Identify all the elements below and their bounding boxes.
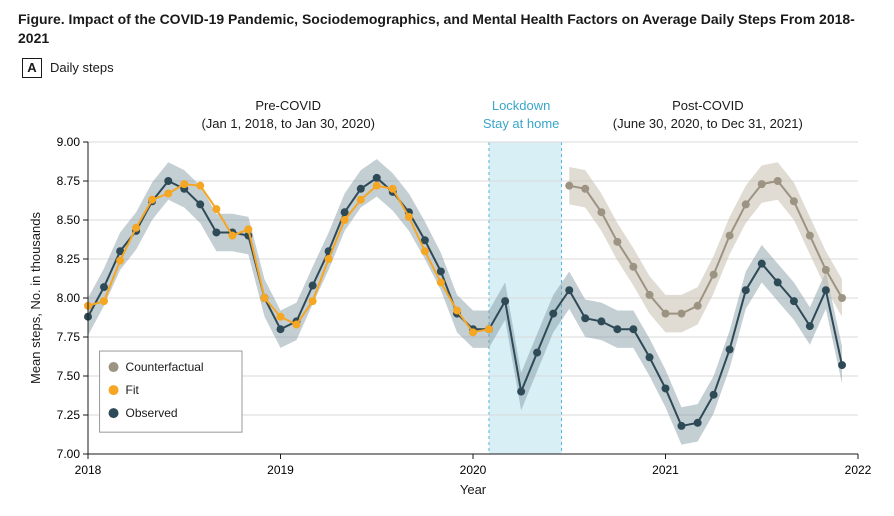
svg-text:7.75: 7.75 (57, 330, 81, 344)
svg-text:(Jan 1, 2018, to Jan 30, 2020): (Jan 1, 2018, to Jan 30, 2020) (201, 116, 374, 131)
panel-letter-box: A (22, 58, 42, 78)
svg-text:Year: Year (460, 482, 487, 497)
svg-text:8.50: 8.50 (57, 213, 81, 227)
panel-caption: Daily steps (50, 60, 114, 75)
svg-text:Pre-COVID: Pre-COVID (255, 98, 321, 113)
svg-text:2022: 2022 (845, 463, 872, 477)
svg-text:Fit: Fit (126, 383, 140, 397)
svg-text:Lockdown: Lockdown (492, 98, 551, 113)
svg-text:8.25: 8.25 (57, 252, 81, 266)
svg-text:8.00: 8.00 (57, 291, 81, 305)
svg-text:2019: 2019 (267, 463, 294, 477)
svg-text:8.75: 8.75 (57, 174, 81, 188)
svg-text:Stay at home: Stay at home (483, 116, 560, 131)
svg-text:Post-COVID: Post-COVID (672, 98, 744, 113)
svg-text:(June 30, 2020, to Dec 31, 202: (June 30, 2020, to Dec 31, 2021) (613, 116, 803, 131)
svg-text:Observed: Observed (126, 406, 178, 420)
svg-text:Counterfactual: Counterfactual (126, 360, 204, 374)
svg-text:Mean steps, No. in thousands: Mean steps, No. in thousands (28, 211, 43, 383)
svg-text:7.50: 7.50 (57, 369, 81, 383)
steps-chart: 7.00 7.25 7.50 7.75 8.00 8.25 8.50 8.75 9.00 2018… (18, 84, 876, 504)
svg-text:2021: 2021 (652, 463, 679, 477)
chart-svg: 7.00 7.25 7.50 7.75 8.00 8.25 8.50 8.75 9.00 2018… (18, 84, 876, 504)
svg-text:7.25: 7.25 (57, 408, 81, 422)
svg-text:2018: 2018 (75, 463, 102, 477)
panel-label: A Daily steps (22, 58, 876, 78)
svg-text:2020: 2020 (460, 463, 487, 477)
svg-text:9.00: 9.00 (57, 135, 81, 149)
figure-title: Figure. Impact of the COVID-19 Pandemic,… (18, 10, 876, 48)
svg-text:7.00: 7.00 (57, 447, 81, 461)
